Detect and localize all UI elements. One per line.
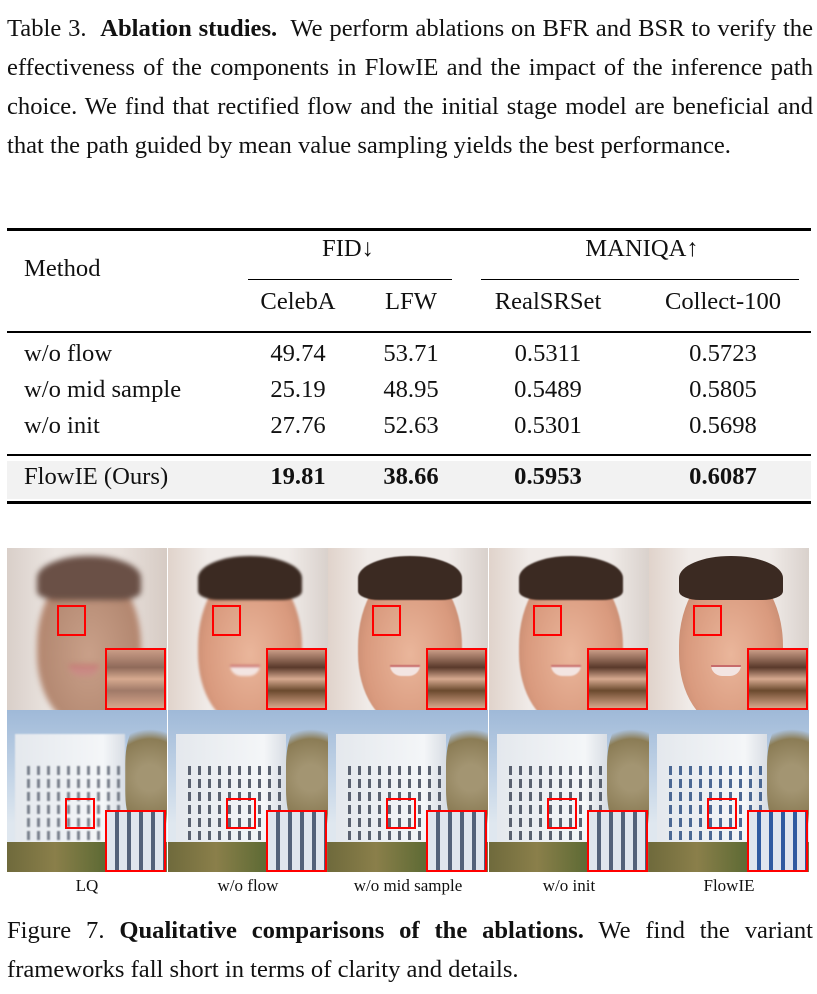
figure-label-wo-mid-sample: w/o mid sample: [353, 876, 463, 895]
figure-label-wo-flow: w/o flow: [217, 876, 279, 895]
zoom-region-box: [386, 798, 417, 829]
fid-group-rule: [248, 279, 452, 280]
zoom-region-box: [225, 798, 256, 829]
ours-highlight: [7, 461, 811, 499]
maniqa-group-rule: [481, 279, 799, 280]
cell-collect-100: 0.6087: [689, 463, 757, 490]
row-method: w/o mid sample: [24, 376, 182, 403]
hair: [679, 556, 784, 600]
row-method: w/o flow: [24, 340, 113, 367]
mouth: [550, 665, 581, 676]
mouth: [711, 665, 742, 676]
zoom-region-box: [65, 798, 95, 829]
figure-caption-title: Qualitative comparisons of the ablations…: [119, 917, 584, 944]
cell-celeba: 19.81: [270, 463, 326, 490]
header-fid: FID↓: [322, 235, 374, 262]
face-panel-lq: [7, 548, 167, 710]
zoom-inset: [105, 648, 166, 710]
zoom-region-box: [372, 605, 402, 636]
figure-label-flowie: FlowIE: [703, 876, 755, 895]
figure-caption: Figure 7. Qualitative comparisons of the…: [7, 911, 813, 989]
face-panel-flowie: [649, 548, 810, 710]
zoom-region-box: [211, 605, 241, 636]
hair: [518, 556, 623, 600]
zoom-region-box: [693, 605, 723, 636]
zoom-inset: [426, 810, 488, 872]
cell-lfw: 52.63: [383, 412, 439, 439]
zoom-region-box: [532, 605, 562, 636]
building-panel-flowie: [649, 710, 810, 872]
qualitative-figure: [7, 548, 811, 872]
header-method: Method: [24, 255, 101, 282]
top-rule: [7, 228, 811, 231]
cell-lfw: 53.71: [383, 340, 439, 367]
face-panel-wo-init: [488, 548, 649, 710]
mouth: [390, 665, 421, 676]
figure-caption-label: Figure 7.: [7, 917, 105, 944]
building-panel-wo-init: [488, 710, 649, 872]
table-caption-title: Ablation studies.: [100, 15, 278, 42]
zoom-region-box: [707, 798, 738, 829]
building-panel-wo-mid-sample: [328, 710, 489, 872]
header-realsrset: RealSRSet: [494, 288, 602, 315]
zoom-inset: [265, 648, 327, 710]
bottom-rule: [7, 501, 811, 504]
zoom-inset: [105, 810, 166, 872]
row-method: FlowIE (Ours): [24, 463, 169, 490]
cell-collect-100: 0.5805: [689, 376, 757, 403]
cell-collect-100: 0.5698: [689, 412, 757, 439]
zoom-inset: [586, 810, 648, 872]
cell-celeba: 25.19: [270, 376, 326, 403]
building-panel-wo-flow: [167, 710, 328, 872]
figure-label-lq: LQ: [75, 876, 99, 895]
cell-realsrset: 0.5489: [514, 376, 582, 403]
figure-label-wo-init: w/o init: [542, 876, 596, 895]
face-panel-wo-mid-sample: [328, 548, 489, 710]
cell-realsrset: 0.5311: [514, 340, 582, 367]
header-celeba: CelebA: [260, 288, 336, 315]
building-panel-lq: [7, 710, 167, 872]
cell-realsrset: 0.5301: [514, 412, 582, 439]
cell-lfw: 38.66: [383, 463, 439, 490]
zoom-region-box: [546, 798, 577, 829]
cell-celeba: 49.74: [270, 340, 326, 367]
figure-caption-text: We find the variant frameworks fall shor…: [7, 917, 813, 983]
header-rule: [7, 331, 811, 333]
hair: [197, 556, 302, 600]
header-maniqa: MANIQA↑: [585, 235, 699, 262]
cell-celeba: 27.76: [270, 412, 326, 439]
zoom-region-box: [57, 605, 86, 636]
header-collect-100: Collect-100: [664, 288, 782, 315]
cell-collect-100: 0.5723: [689, 340, 757, 367]
hair: [37, 556, 141, 600]
header-lfw: LFW: [385, 288, 437, 315]
table-caption-label: Table 3.: [7, 15, 87, 42]
cell-lfw: 48.95: [383, 376, 439, 403]
mouth: [69, 665, 99, 676]
cell-realsrset: 0.5953: [514, 463, 582, 490]
zoom-inset: [586, 648, 648, 710]
zoom-inset: [747, 810, 809, 872]
row-method: w/o init: [24, 412, 100, 439]
table-caption: Table 3. Ablation studies. We perform ab…: [7, 9, 813, 165]
ours-rule: [7, 454, 811, 456]
zoom-inset: [265, 810, 327, 872]
zoom-inset: [747, 648, 809, 710]
ablation-table: Method FID↓ MANIQA↑ CelebA LFW RealSRSet…: [7, 228, 811, 504]
zoom-inset: [426, 648, 488, 710]
table-caption-text: We perform ablations on BFR and BSR to v…: [7, 15, 813, 159]
face-panel-wo-flow: [167, 548, 328, 710]
mouth: [229, 665, 260, 676]
hair: [358, 556, 463, 600]
